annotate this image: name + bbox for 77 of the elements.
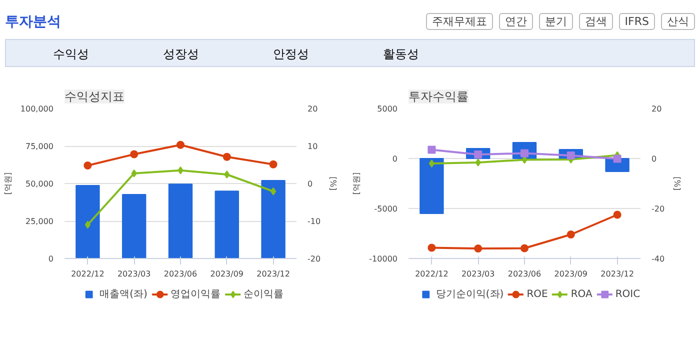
control: IFRS bbox=[618, 13, 655, 30]
y2-axis-title: [%] bbox=[672, 176, 682, 190]
point bbox=[474, 244, 482, 252]
x-tick-label: 2023/12 bbox=[256, 270, 290, 278]
y-tick-label: 0 bbox=[392, 154, 398, 164]
point bbox=[84, 220, 91, 229]
control: 주재무제표 bbox=[426, 13, 493, 30]
control: 연간 bbox=[498, 13, 533, 30]
y-tick-label: 5000 bbox=[377, 104, 398, 114]
text: 성장성 bbox=[162, 46, 200, 63]
x-tick-label: 2023/06 bbox=[508, 270, 542, 278]
y-tick-label: -5000 bbox=[374, 204, 398, 214]
legend-label: ROIC bbox=[615, 288, 640, 300]
legend-label: 당기순이익(좌) bbox=[436, 288, 504, 301]
chart-title: 투자수익률 bbox=[408, 90, 468, 104]
x-tick-label: 2023/12 bbox=[600, 270, 634, 278]
y2-tick-label: -20 bbox=[652, 204, 665, 214]
x-tick-label: 2023/09 bbox=[210, 270, 244, 278]
legend-label: ROE bbox=[526, 288, 548, 300]
x-tick-label: 2023/03 bbox=[461, 270, 495, 278]
legend-label: 순이익률 bbox=[243, 288, 284, 301]
point bbox=[130, 150, 138, 158]
point bbox=[131, 169, 137, 178]
y2-tick-label: -20 bbox=[308, 254, 321, 264]
x-tick-label: 2023/06 bbox=[164, 270, 198, 278]
y-tick-label: 75,000 bbox=[26, 142, 54, 151]
chart-title: 수익성지표 bbox=[64, 90, 124, 104]
y2-tick-label: -10 bbox=[308, 217, 321, 226]
point bbox=[176, 140, 184, 149]
point bbox=[428, 160, 435, 168]
x-tick-label: 2022/12 bbox=[415, 270, 448, 278]
point bbox=[613, 154, 622, 163]
legend-label: 영업이익률 bbox=[170, 288, 220, 301]
x-tick-label: 2023/09 bbox=[554, 270, 588, 278]
y-tick-label: 100,000 bbox=[20, 104, 54, 114]
bar bbox=[261, 180, 286, 258]
control: 산식 bbox=[661, 13, 695, 30]
x-tick-label: 2022/12 bbox=[71, 270, 104, 278]
y2-tick-label: -40 bbox=[652, 254, 665, 264]
point bbox=[475, 158, 481, 166]
y2-tick-label: 10 bbox=[308, 142, 318, 151]
y-tick-label: 25,000 bbox=[26, 217, 54, 226]
point bbox=[269, 160, 278, 168]
y2-tick-label: 20 bbox=[308, 104, 318, 114]
bar bbox=[122, 194, 146, 258]
point bbox=[428, 146, 436, 154]
y-axis-title: [억원] bbox=[3, 172, 12, 195]
control: 분기 bbox=[538, 13, 573, 30]
y-tick-label: -10000 bbox=[369, 254, 398, 264]
x-tick-label: 2023/03 bbox=[117, 270, 151, 278]
bar bbox=[168, 184, 193, 258]
bar bbox=[76, 184, 100, 258]
legend-label: ROA bbox=[570, 288, 592, 300]
bar bbox=[214, 190, 239, 258]
y2-tick-label: 0 bbox=[652, 154, 657, 164]
text: 안정성 bbox=[272, 46, 310, 63]
y2-tick-label: 20 bbox=[652, 104, 662, 114]
y-tick-label: 0 bbox=[48, 254, 54, 264]
point bbox=[178, 166, 184, 174]
point bbox=[84, 162, 92, 170]
legend-label: 매출액(좌) bbox=[100, 288, 148, 301]
text: 수익성 bbox=[52, 46, 90, 63]
point bbox=[222, 152, 231, 161]
control: 검색 bbox=[578, 13, 613, 30]
y2-tick-label: 0 bbox=[308, 180, 313, 188]
text: 활동성 bbox=[382, 46, 420, 63]
point bbox=[224, 170, 230, 178]
y-tick-label: 50,000 bbox=[26, 180, 54, 188]
text: 투자분석 bbox=[5, 13, 61, 32]
point bbox=[613, 210, 622, 219]
bar bbox=[420, 158, 444, 214]
y-axis-title: [억원] bbox=[352, 172, 362, 195]
point bbox=[566, 230, 575, 238]
y2-axis-title: [%] bbox=[328, 176, 338, 190]
point bbox=[428, 244, 436, 252]
point bbox=[520, 244, 528, 252]
point bbox=[270, 187, 276, 196]
